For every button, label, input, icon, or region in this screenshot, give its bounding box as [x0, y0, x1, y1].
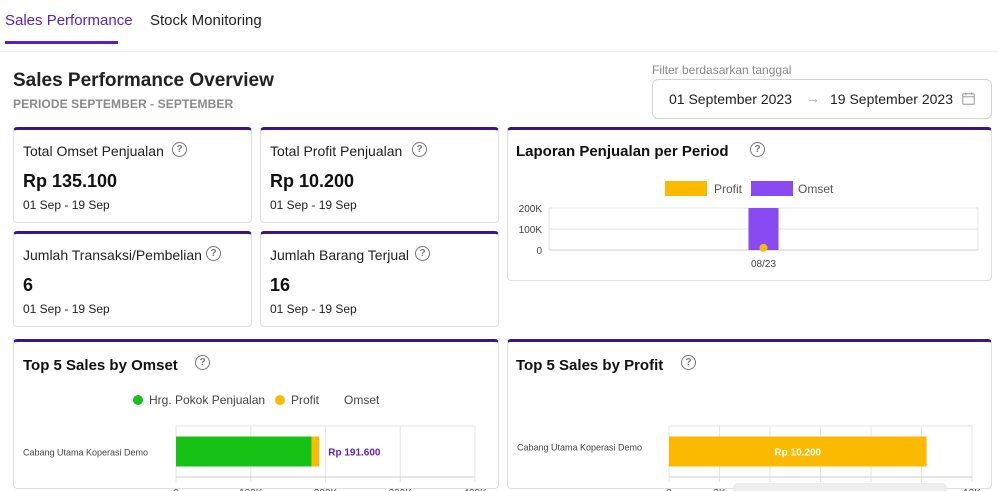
x-tick-label: 400K	[463, 488, 487, 491]
bar-profit[interactable]	[669, 436, 927, 467]
point-profit[interactable]	[759, 243, 768, 252]
legend-marker-hpp[interactable]	[133, 395, 143, 405]
help-icon[interactable]: ?	[206, 246, 221, 261]
active-tab-indicator	[5, 41, 118, 44]
stat-label: Jumlah Transaksi/Pembelian	[23, 247, 202, 263]
data-label: Rp 10.200	[774, 448, 821, 459]
x-tick-label: 08/23	[751, 259, 776, 270]
chart-card-top5-profit: Top 5 Sales by Profit ? 02K4K6K8K10K12K …	[507, 339, 992, 491]
stat-date-range: 01 Sep - 19 Sep	[270, 302, 357, 316]
legend-label-profit: Profit	[714, 182, 743, 196]
x-tick-label: 0	[173, 488, 179, 491]
stat-date-range: 01 Sep - 19 Sep	[23, 198, 110, 212]
y-category-label: Cabang Utama Koperasi Demo	[23, 448, 148, 458]
stat-label: Jumlah Barang Terjual	[270, 247, 410, 263]
y-category-label: Cabang Utama Koperasi Demo	[517, 443, 642, 453]
chart-card-top5-omset: Top 5 Sales by Omset ? Hrg. Pokok Penjua…	[13, 339, 499, 491]
chart-title: Top 5 Sales by Omset	[23, 357, 178, 374]
stat-label: Total Profit Penjualan	[270, 143, 403, 159]
help-icon[interactable]: ?	[172, 142, 187, 157]
x-tick-label: 0	[666, 488, 672, 491]
tab-stock-monitoring[interactable]: Stock Monitoring	[150, 12, 262, 29]
x-tick-label: 300K	[389, 488, 413, 491]
stat-value: 6	[23, 275, 34, 295]
help-icon[interactable]: ?	[195, 355, 210, 370]
profit-chart: 02K4K6K8K10K12K Cabang Utama Koperasi De…	[517, 425, 981, 491]
chart-card-laporan-penjualan: Laporan Penjualan per Period ? Profit Om…	[507, 127, 992, 281]
legend-marker-profit[interactable]	[275, 395, 285, 405]
bar-segment-profit[interactable]	[311, 436, 320, 467]
stat-date-range: 01 Sep - 19 Sep	[23, 302, 110, 316]
bar-omset[interactable]	[748, 208, 779, 250]
start-date-input[interactable]: 01 September 2023	[669, 91, 792, 107]
y-tick-label: 200K	[519, 204, 543, 215]
page-title: Sales Performance Overview	[13, 70, 274, 91]
stat-label: Total Omset Penjualan	[23, 143, 164, 159]
arrow-right-icon: →	[806, 90, 820, 106]
legend-label-profit: Profit	[291, 393, 320, 407]
chart-title: Top 5 Sales by Profit	[516, 357, 664, 374]
date-filter-label: Filter berdasarkan tanggal	[652, 63, 792, 77]
help-icon[interactable]: ?	[750, 142, 765, 157]
main-content: Sales Performance Overview PERIODE SEPTE…	[0, 52, 998, 491]
help-icon[interactable]: ?	[412, 142, 427, 157]
chart-title: Laporan Penjualan per Period	[516, 143, 729, 160]
legend-label-hpp: Hrg. Pokok Penjualan	[149, 393, 265, 407]
stat-value: Rp 10.200	[270, 171, 355, 191]
stat-card-total-profit: Total Profit Penjualan ? Rp 10.200 01 Se…	[260, 127, 499, 223]
y-tick-label: 0	[536, 246, 542, 257]
x-tick-label: 100K	[239, 488, 263, 491]
period-subtitle: PERIODE SEPTEMBER - SEPTEMBER	[13, 97, 234, 111]
tab-bar: Sales Performance Stock Monitoring	[0, 0, 998, 52]
help-icon[interactable]: ?	[415, 246, 430, 261]
legend-label-omset: Omset	[798, 182, 834, 196]
x-tick-label: 12K	[963, 488, 981, 491]
legend-swatch-profit[interactable]	[665, 181, 707, 196]
date-range-picker[interactable]: 01 September 2023 → 19 September 2023	[652, 79, 992, 119]
stat-card-total-omset: Total Omset Penjualan ? Rp 135.100 01 Se…	[13, 127, 252, 223]
stat-card-jumlah-transaksi: Jumlah Transaksi/Pembelian ? 6 01 Sep - …	[13, 231, 252, 327]
x-tick-label: 2K	[713, 488, 726, 491]
tab-sales-performance[interactable]: Sales Performance	[5, 12, 133, 29]
help-icon[interactable]: ?	[681, 355, 696, 370]
stat-date-range: 01 Sep - 19 Sep	[270, 198, 357, 212]
legend-swatch-omset[interactable]	[751, 181, 793, 196]
calendar-icon[interactable]	[962, 92, 975, 105]
bar-segment-hpp[interactable]	[176, 436, 312, 467]
legend-label-omset: Omset	[344, 393, 380, 407]
scroll-indicator[interactable]	[733, 483, 947, 491]
end-date-input[interactable]: 19 September 2023	[830, 91, 953, 107]
stat-card-jumlah-barang: Jumlah Barang Terjual ? 16 01 Sep - 19 S…	[260, 231, 499, 327]
period-chart: Profit Omset 200K 100K 0 08/23	[519, 181, 979, 270]
x-tick-label: 200K	[314, 488, 338, 491]
data-label: Rp 191.600	[328, 448, 381, 459]
stat-value: 16	[270, 275, 291, 295]
omset-chart: Hrg. Pokok Penjualan Profit Omset 0 100K 2…	[23, 393, 487, 491]
stat-value: Rp 135.100	[23, 171, 118, 191]
y-tick-label: 100K	[519, 225, 543, 236]
